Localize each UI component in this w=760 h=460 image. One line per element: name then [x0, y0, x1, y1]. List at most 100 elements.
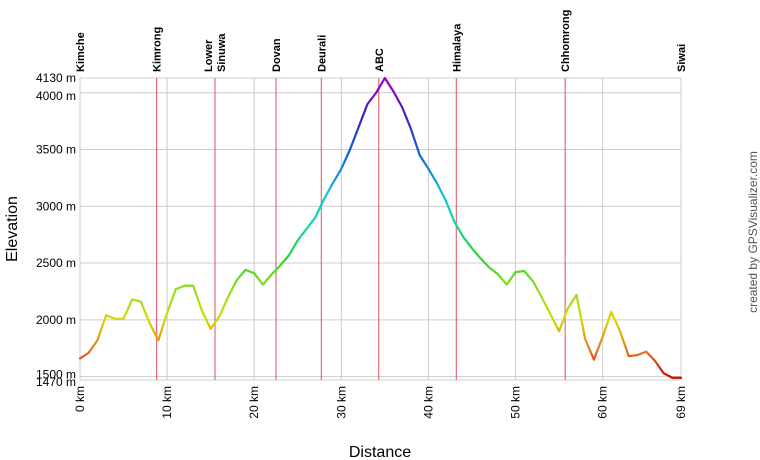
- elevation-point: [349, 148, 351, 151]
- waypoint-label-line: Deurali: [316, 35, 328, 72]
- elevation-point: [270, 273, 273, 276]
- x-tick-label: 10 km: [160, 386, 174, 419]
- x-tick-label: 30 km: [334, 386, 348, 419]
- waypoint-label: Chhomrong: [560, 10, 572, 72]
- waypoint-label: ABC: [374, 48, 386, 72]
- y-tick-label: 1500 m: [36, 368, 76, 382]
- elevation-point: [113, 317, 116, 320]
- elevation-point: [462, 236, 465, 238]
- y-axis-label: Elevation: [4, 196, 21, 262]
- credit-text: created by GPSVisualizer.com: [746, 151, 760, 313]
- waypoint-label-line: Dovan: [271, 38, 283, 72]
- y-tick-label: 2000 m: [36, 313, 76, 327]
- elevation-point: [619, 330, 621, 333]
- elevation-point: [183, 284, 186, 287]
- elevation-point: [218, 315, 221, 318]
- waypoint-label-line: Siwai: [676, 44, 688, 72]
- waypoint-label: Lower Sinuwa: [203, 33, 228, 72]
- y-tick-label: 4000 m: [36, 89, 76, 103]
- waypoint-markers: Kimche Kimrong Lower Sinuwa Dovan Deurali ABC H…: [75, 10, 688, 380]
- waypoint-label: Deurali: [316, 35, 328, 72]
- elevation-point: [566, 307, 569, 310]
- elevation-point: [105, 314, 108, 317]
- elevation-point: [532, 280, 534, 283]
- y-tick-label: 4130 m: [36, 71, 76, 85]
- waypoint-label-line: Kimrong: [152, 27, 164, 72]
- elevation-point: [296, 239, 299, 242]
- elevation-point: [523, 270, 526, 272]
- elevation-point: [166, 312, 169, 314]
- elevation-point: [392, 90, 395, 93]
- elevation-point: [471, 247, 473, 250]
- x-axis-ticks: 0 km 10 km 20 km 30 km 40 km 50 km 60 km 69 km: [73, 386, 688, 419]
- elevation-point: [227, 296, 229, 299]
- grid: [79, 77, 682, 381]
- elevation-point: [87, 351, 90, 354]
- elevation-point: [584, 338, 587, 341]
- elevation-point: [288, 254, 290, 257]
- elevation-point: [340, 167, 343, 170]
- elevation-point: [662, 372, 665, 375]
- elevation-point: [201, 309, 203, 312]
- y-tick-label: 3000 m: [36, 199, 76, 213]
- elevation-point: [401, 106, 404, 109]
- elevation-point: [96, 339, 99, 342]
- elevation-point: [148, 322, 151, 325]
- elevation-point: [122, 317, 125, 320]
- x-tick-label: 50 km: [509, 386, 523, 419]
- elevation-point: [575, 293, 578, 296]
- elevation-point: [131, 298, 134, 301]
- elevation-point: [357, 125, 360, 128]
- elevation-point: [444, 199, 447, 202]
- elevation-point: [305, 228, 308, 230]
- elevation-point: [427, 167, 430, 170]
- waypoint-label-line: Himalaya: [451, 23, 463, 72]
- elevation-point: [453, 221, 456, 224]
- waypoint-label-line: Lower: [203, 39, 215, 72]
- waypoint-label-line: Kimche: [75, 32, 87, 72]
- x-tick-label: 69 km: [674, 386, 688, 419]
- elevation-point: [410, 128, 412, 130]
- elevation-point: [601, 335, 604, 338]
- waypoint-label-line: Chhomrong: [560, 10, 572, 72]
- elevation-point: [549, 313, 552, 316]
- elevation-point: [383, 77, 386, 79]
- elevation-point: [235, 279, 238, 281]
- waypoint-label-line: Sinuwa: [216, 33, 228, 72]
- elevation-line: [78, 76, 683, 379]
- elevation-point: [157, 339, 160, 342]
- y-tick-label: 1470 m: [36, 375, 76, 389]
- x-axis-label: Distance: [349, 444, 411, 460]
- elevation-point: [593, 358, 595, 361]
- elevation-point: [366, 103, 369, 106]
- elevation-point: [209, 328, 212, 330]
- waypoint-label: Siwai: [676, 44, 688, 72]
- elevation-point: [436, 182, 439, 185]
- elevation-point: [636, 354, 639, 356]
- elevation-point: [653, 359, 656, 362]
- waypoint-label: Kimche: [75, 32, 87, 72]
- elevation-point: [79, 357, 81, 360]
- elevation-series: [78, 76, 683, 379]
- elevation-point: [244, 268, 247, 271]
- x-tick-label: 60 km: [596, 386, 610, 419]
- plot-frame: [79, 77, 682, 381]
- elevation-point: [680, 376, 682, 379]
- elevation-point: [488, 266, 491, 269]
- elevation-point: [253, 272, 256, 275]
- elevation-point: [505, 283, 508, 286]
- waypoint-label: Kimrong: [152, 27, 164, 72]
- elevation-point: [645, 350, 648, 353]
- elevation-point: [140, 300, 142, 303]
- elevation-point: [479, 257, 482, 260]
- y-tick-label: 2500 m: [36, 256, 76, 270]
- waypoint-label: Dovan: [271, 38, 283, 72]
- elevation-point: [314, 216, 317, 219]
- elevation-point: [322, 198, 325, 201]
- x-tick-label: 0 km: [73, 386, 87, 412]
- elevation-point: [558, 330, 560, 333]
- elevation-point: [418, 154, 421, 157]
- elevation-point: [331, 182, 334, 185]
